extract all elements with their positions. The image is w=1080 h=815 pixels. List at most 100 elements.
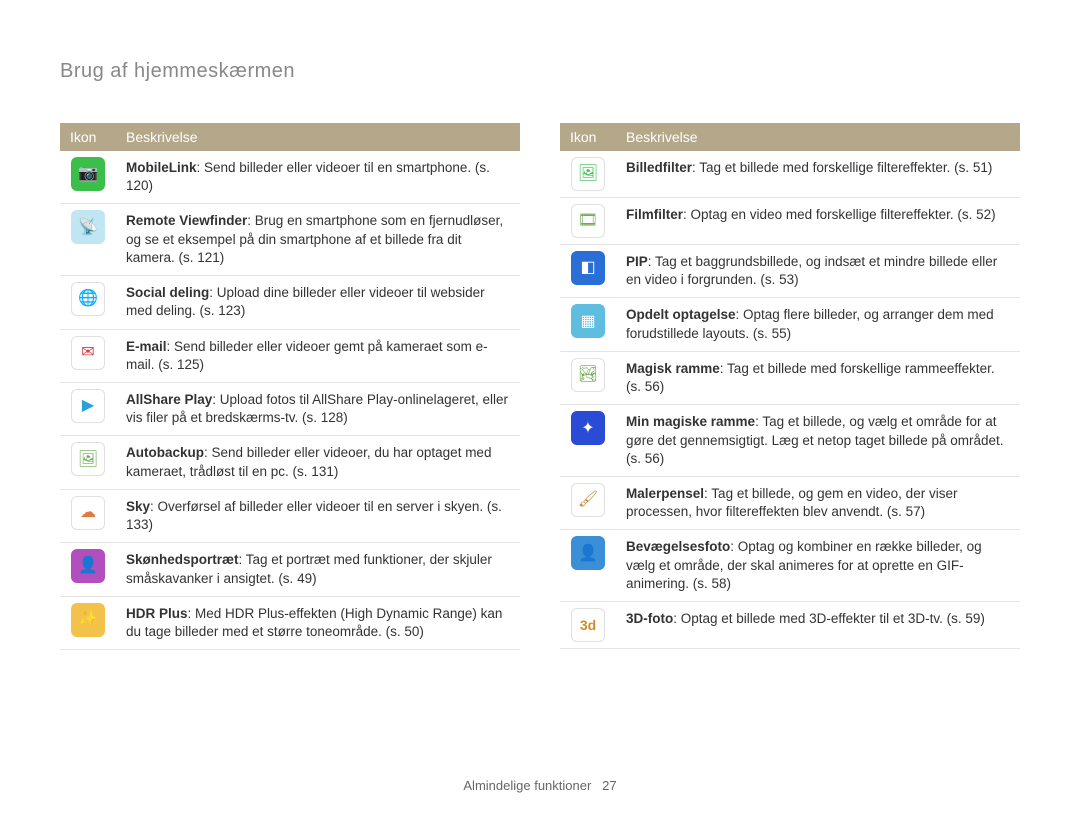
- desc-cell: PIP: Tag et baggrundsbillede, og indsæt …: [616, 245, 1020, 298]
- feature-term: Sky: [126, 499, 150, 514]
- desc-cell: Remote Viewfinder: Brug en smartphone so…: [116, 204, 520, 276]
- feature-term: Skønhedsportræt: [126, 552, 239, 567]
- icon-cell: 🖼: [60, 436, 116, 489]
- feature-term: Bevægelsesfoto: [626, 539, 730, 554]
- footer-label: Almindelige funktioner: [463, 778, 591, 793]
- table-row: ◧ PIP: Tag et baggrundsbillede, og indsæt…: [560, 245, 1020, 298]
- feature-term: PIP: [626, 254, 648, 269]
- feature-rest: : Optag en video med forskellige filtere…: [683, 207, 996, 222]
- desc-cell: Autobackup: Send billeder eller videoer,…: [116, 436, 520, 489]
- table-row: 🏞 Magisk ramme: Tag et billede med forske…: [560, 351, 1020, 404]
- th-desc: Beskrivelse: [116, 123, 520, 151]
- desc-cell: Filmfilter: Optag en video med forskelli…: [616, 198, 1020, 245]
- footer-page: 27: [602, 778, 616, 793]
- icon-cell: ▦: [560, 298, 616, 351]
- desc-cell: E-mail: Send billeder eller videoer gemt…: [116, 329, 520, 382]
- table-row: 3d 3D-foto: Optag et billede med 3D-effek…: [560, 602, 1020, 649]
- right-table: Ikon Beskrivelse 🖼 Billedfilter: Tag et b…: [560, 123, 1020, 649]
- feature-rest: : Send billeder eller videoer gemt på ka…: [126, 339, 488, 372]
- table-row: ▶ AllShare Play: Upload fotos til AllShar…: [60, 382, 520, 435]
- icon-cell: ✉: [60, 329, 116, 382]
- icon-cell: 🖼: [560, 151, 616, 198]
- table-row: ✦ Min magiske ramme: Tag et billede, og v…: [560, 405, 1020, 477]
- feature-icon: 🏞: [571, 358, 605, 392]
- page-footer: Almindelige funktioner 27: [0, 778, 1080, 793]
- feature-icon: ✨: [71, 603, 105, 637]
- feature-rest: : Optag et billede med 3D-effekter til e…: [673, 611, 985, 626]
- feature-icon: ☁: [71, 496, 105, 530]
- feature-term: Magisk ramme: [626, 361, 720, 376]
- feature-icon: 📡: [71, 210, 105, 244]
- table-row: 🖼Autobackup: Send billeder eller videoer…: [60, 436, 520, 489]
- table-row: 👤 Bevægelsesfoto: Optag og kombiner en ræ…: [560, 530, 1020, 602]
- page-title: Brug af hjemmeskærmen: [60, 60, 1020, 83]
- icon-cell: 📡: [60, 204, 116, 276]
- feature-term: AllShare Play: [126, 392, 212, 407]
- feature-rest: : Tag et baggrundsbillede, og indsæt et …: [626, 254, 997, 287]
- feature-term: Remote Viewfinder: [126, 213, 247, 228]
- feature-term: Malerpensel: [626, 486, 704, 501]
- feature-icon: 👤: [571, 536, 605, 570]
- table-row: 🖼 Billedfilter: Tag et billede med forske…: [560, 151, 1020, 198]
- feature-term: MobileLink: [126, 160, 197, 175]
- table-row: ☁ Sky: Overførsel af billeder eller video…: [60, 489, 520, 542]
- feature-icon: ▦: [571, 304, 605, 338]
- icon-cell: ▶: [60, 382, 116, 435]
- icon-cell: 👤: [560, 530, 616, 602]
- feature-rest: : Tag et billede med forskellige filtere…: [692, 160, 992, 175]
- icon-cell: 👤: [60, 543, 116, 596]
- feature-icon: 3d: [571, 608, 605, 642]
- feature-icon: ◧: [571, 251, 605, 285]
- table-row: 👤Skønhedsportræt: Tag et portræt med fun…: [60, 543, 520, 596]
- feature-icon: ✦: [571, 411, 605, 445]
- desc-cell: Skønhedsportræt: Tag et portræt med funk…: [116, 543, 520, 596]
- desc-cell: Billedfilter: Tag et billede med forskel…: [616, 151, 1020, 198]
- desc-cell: Min magiske ramme: Tag et billede, og væ…: [616, 405, 1020, 477]
- desc-cell: Bevægelsesfoto: Optag og kombiner en ræk…: [616, 530, 1020, 602]
- feature-term: Min magiske ramme: [626, 414, 755, 429]
- table-row: ✨ HDR Plus: Med HDR Plus-effekten (High D…: [60, 596, 520, 649]
- desc-cell: Social deling: Upload dine billeder elle…: [116, 276, 520, 329]
- feature-term: Autobackup: [126, 445, 204, 460]
- table-row: ✉ E-mail: Send billeder eller videoer gem…: [60, 329, 520, 382]
- feature-term: Social deling: [126, 285, 209, 300]
- feature-icon: ✉: [71, 336, 105, 370]
- desc-cell: Opdelt optagelse: Optag flere billeder, …: [616, 298, 1020, 351]
- feature-term: HDR Plus: [126, 606, 188, 621]
- icon-cell: 3d: [560, 602, 616, 649]
- feature-icon: 🌐: [71, 282, 105, 316]
- desc-cell: Malerpensel: Tag et billede, og gem en v…: [616, 476, 1020, 529]
- th-desc: Beskrivelse: [616, 123, 1020, 151]
- icon-cell: ☁: [60, 489, 116, 542]
- feature-term: Opdelt optagelse: [626, 307, 736, 322]
- table-row: 🖌 Malerpensel: Tag et billede, og gem en …: [560, 476, 1020, 529]
- icon-cell: 🏞: [560, 351, 616, 404]
- desc-cell: Magisk ramme: Tag et billede med forskel…: [616, 351, 1020, 404]
- desc-cell: Sky: Overførsel af billeder eller videoe…: [116, 489, 520, 542]
- feature-icon: 🖼: [571, 157, 605, 191]
- table-row: 🌐 Social deling: Upload dine billeder ell…: [60, 276, 520, 329]
- desc-cell: HDR Plus: Med HDR Plus-effekten (High Dy…: [116, 596, 520, 649]
- feature-icon: 🎞: [571, 204, 605, 238]
- icon-cell: 🌐: [60, 276, 116, 329]
- table-row: ▦ Opdelt optagelse: Optag flere billeder,…: [560, 298, 1020, 351]
- feature-icon: ▶: [71, 389, 105, 423]
- th-icon: Ikon: [60, 123, 116, 151]
- feature-icon: 📷: [71, 157, 105, 191]
- content-columns: Ikon Beskrivelse 📷MobileLink: Send bille…: [60, 123, 1020, 650]
- feature-term: 3D-foto: [626, 611, 673, 626]
- th-icon: Ikon: [560, 123, 616, 151]
- desc-cell: MobileLink: Send billeder eller videoer …: [116, 151, 520, 204]
- left-column: Ikon Beskrivelse 📷MobileLink: Send bille…: [60, 123, 520, 650]
- right-column: Ikon Beskrivelse 🖼 Billedfilter: Tag et b…: [560, 123, 1020, 650]
- feature-rest: : Overførsel af billeder eller videoer t…: [126, 499, 502, 532]
- desc-cell: AllShare Play: Upload fotos til AllShare…: [116, 382, 520, 435]
- feature-term: E-mail: [126, 339, 167, 354]
- desc-cell: 3D-foto: Optag et billede med 3D-effekte…: [616, 602, 1020, 649]
- icon-cell: ✨: [60, 596, 116, 649]
- icon-cell: ✦: [560, 405, 616, 477]
- feature-term: Filmfilter: [626, 207, 683, 222]
- icon-cell: 📷: [60, 151, 116, 204]
- feature-icon: 🖌: [571, 483, 605, 517]
- icon-cell: 🎞: [560, 198, 616, 245]
